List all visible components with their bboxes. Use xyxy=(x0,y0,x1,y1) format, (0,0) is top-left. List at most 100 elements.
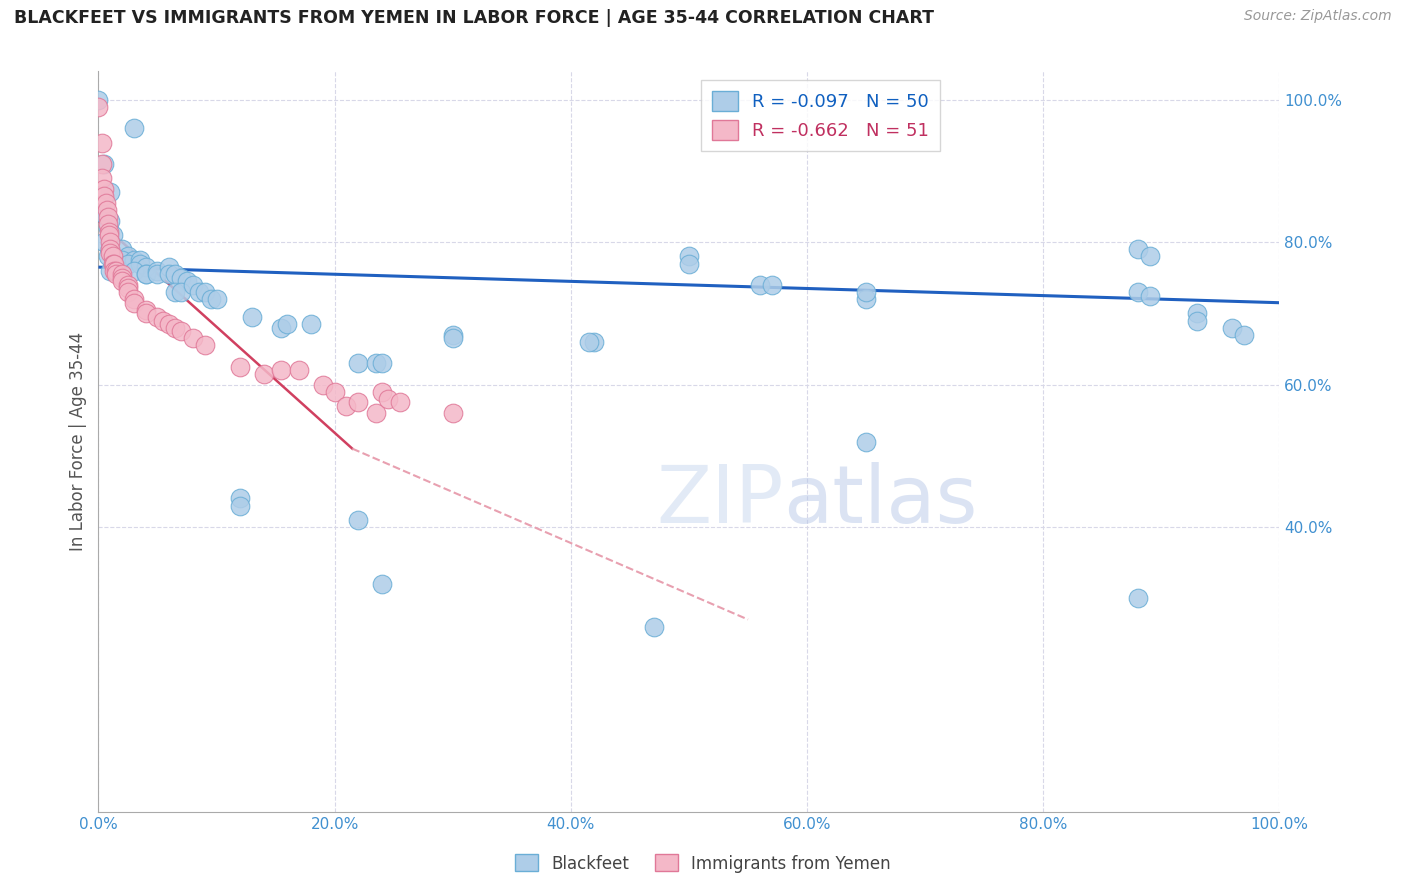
Point xyxy=(122,121,145,136)
Point xyxy=(347,513,370,527)
Point xyxy=(270,320,292,334)
Text: atlas: atlas xyxy=(783,462,977,540)
Point xyxy=(152,313,174,327)
Point xyxy=(101,228,124,243)
Point xyxy=(181,277,204,292)
Point xyxy=(165,285,187,299)
Point xyxy=(98,243,121,257)
Point xyxy=(335,399,357,413)
Point xyxy=(157,260,180,274)
Point xyxy=(111,252,134,267)
Point xyxy=(135,302,157,317)
Point xyxy=(205,292,228,306)
Point xyxy=(111,274,134,288)
Point xyxy=(122,263,145,277)
Point xyxy=(122,295,145,310)
Point xyxy=(103,256,125,270)
Point xyxy=(253,367,276,381)
Point xyxy=(105,256,128,270)
Point xyxy=(170,270,193,285)
Point xyxy=(97,250,120,264)
Point xyxy=(578,334,600,349)
Point xyxy=(1185,306,1208,320)
Point xyxy=(855,434,877,449)
Point xyxy=(748,277,770,292)
Point xyxy=(157,267,180,281)
Point xyxy=(347,395,370,409)
Legend: R = -0.097   N = 50, R = -0.662   N = 51: R = -0.097 N = 50, R = -0.662 N = 51 xyxy=(702,80,939,151)
Point xyxy=(122,252,145,267)
Point xyxy=(98,186,121,200)
Point xyxy=(1126,243,1149,257)
Point xyxy=(194,338,217,352)
Point xyxy=(98,214,121,228)
Point xyxy=(101,256,124,270)
Point xyxy=(96,203,118,218)
Point xyxy=(91,136,114,150)
Point xyxy=(117,281,139,295)
Point xyxy=(1126,285,1149,299)
Point xyxy=(101,250,124,264)
Point xyxy=(98,225,121,239)
Point xyxy=(146,267,169,281)
Point xyxy=(94,196,117,211)
Point xyxy=(299,317,322,331)
Point xyxy=(441,406,464,420)
Point xyxy=(270,363,292,377)
Point xyxy=(678,250,700,264)
Point xyxy=(87,100,110,114)
Point xyxy=(176,274,198,288)
Point xyxy=(1220,320,1243,334)
Point xyxy=(135,260,157,274)
Point xyxy=(97,211,120,225)
Point xyxy=(181,331,204,345)
Point xyxy=(1139,250,1161,264)
Point xyxy=(377,392,399,406)
Point xyxy=(98,243,121,257)
Point xyxy=(135,306,157,320)
Point xyxy=(1185,313,1208,327)
Point xyxy=(117,256,139,270)
Point xyxy=(1139,288,1161,302)
Point xyxy=(229,359,252,374)
Point xyxy=(441,331,464,345)
Point xyxy=(117,250,139,264)
Point xyxy=(1233,327,1256,342)
Point xyxy=(229,499,252,513)
Point xyxy=(855,285,877,299)
Point xyxy=(371,356,394,370)
Point xyxy=(128,256,150,270)
Point xyxy=(91,171,114,186)
Point xyxy=(105,263,128,277)
Text: BLACKFEET VS IMMIGRANTS FROM YEMEN IN LABOR FORCE | AGE 35-44 CORRELATION CHART: BLACKFEET VS IMMIGRANTS FROM YEMEN IN LA… xyxy=(14,9,934,27)
Text: Source: ZipAtlas.com: Source: ZipAtlas.com xyxy=(1244,9,1392,23)
Point xyxy=(105,256,128,270)
Point xyxy=(855,292,877,306)
Point xyxy=(87,93,110,107)
Point xyxy=(323,384,346,399)
Point xyxy=(105,267,128,281)
Y-axis label: In Labor Force | Age 35-44: In Labor Force | Age 35-44 xyxy=(69,332,87,551)
Point xyxy=(97,221,120,235)
Point xyxy=(194,285,217,299)
Point xyxy=(187,285,209,299)
Point xyxy=(200,292,222,306)
Point xyxy=(98,263,121,277)
Point xyxy=(93,235,115,250)
Point xyxy=(165,320,187,334)
Point xyxy=(97,218,120,232)
Point xyxy=(117,285,139,299)
Point xyxy=(93,182,115,196)
Point xyxy=(98,246,121,260)
Point xyxy=(643,619,665,633)
Point xyxy=(135,267,157,281)
Point xyxy=(157,317,180,331)
Point xyxy=(93,157,115,171)
Legend: Blackfeet, Immigrants from Yemen: Blackfeet, Immigrants from Yemen xyxy=(509,847,897,880)
Point xyxy=(91,157,114,171)
Point xyxy=(98,228,121,243)
Point xyxy=(371,577,394,591)
Point xyxy=(103,263,125,277)
Point xyxy=(146,310,169,324)
Point xyxy=(371,384,394,399)
